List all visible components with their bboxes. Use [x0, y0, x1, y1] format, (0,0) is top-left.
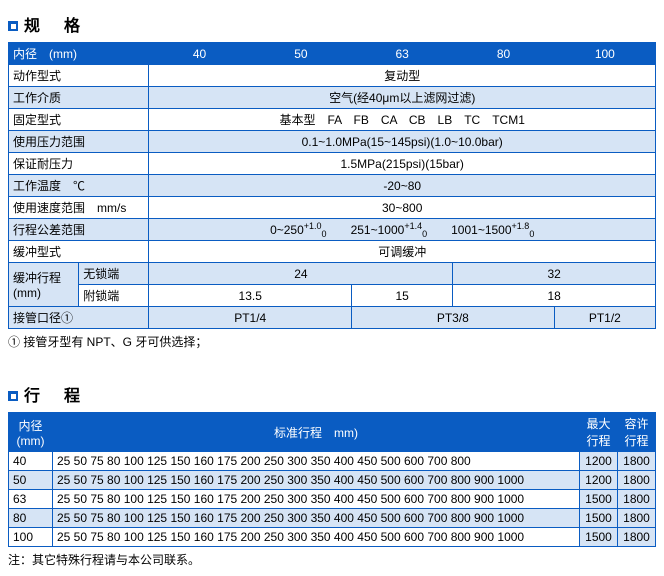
row-mount-val: 基本型 FA FB CA CB LB TC TCM1: [149, 109, 656, 131]
row-temp-val: -20~80: [149, 175, 656, 197]
row-lock-e: 18: [453, 285, 656, 307]
stroke-std: 25 50 75 80 100 125 150 160 175 200 250 …: [53, 490, 580, 509]
stroke-hdr-allow: 容许行程: [618, 413, 656, 452]
row-port-label: 接管口径①: [9, 307, 149, 329]
row-lock-d: 15: [352, 285, 453, 307]
stroke-hdr-bore: 内径(mm): [9, 413, 53, 452]
row-tol-label: 行程公差范围: [9, 219, 149, 241]
stroke-std: 25 50 75 80 100 125 150 160 175 200 250 …: [53, 471, 580, 490]
row-mount-label: 固定型式: [9, 109, 149, 131]
row-lock-c: 13.5: [149, 285, 352, 307]
row-tol-val: 0~250+1.00 251~1000+1.40 1001~1500+1.80: [149, 219, 656, 241]
stroke-note: 注：其它特殊行程请与本公司联系。: [8, 551, 656, 568]
hdr-63: 63: [352, 43, 453, 65]
stroke-row: 4025 50 75 80 100 125 150 160 175 200 25…: [9, 452, 656, 471]
stroke-allow: 1800: [618, 490, 656, 509]
stroke-bore: 100: [9, 528, 53, 547]
stroke-row: 5025 50 75 80 100 125 150 160 175 200 25…: [9, 471, 656, 490]
row-nolock-b: 32: [453, 263, 656, 285]
stroke-table: 内径(mm) 标准行程 mm) 最大行程 容许行程 4025 50 75 80 …: [8, 412, 656, 547]
stroke-std: 25 50 75 80 100 125 150 160 175 200 250 …: [53, 452, 580, 471]
stroke-title: 行 程: [8, 382, 656, 406]
stroke-max: 1200: [580, 471, 618, 490]
row-speed-label: 使用速度范围 mm/s: [9, 197, 149, 219]
row-cushion-label: 缓冲型式: [9, 241, 149, 263]
row-temp-label: 工作温度 ℃: [9, 175, 149, 197]
row-speed-val: 30~800: [149, 197, 656, 219]
stroke-allow: 1800: [618, 509, 656, 528]
row-action-type-val: 复动型: [149, 65, 656, 87]
row-port-v3: PT1/2: [554, 307, 655, 329]
row-cushion-val: 可调缓冲: [149, 241, 656, 263]
hdr-80: 80: [453, 43, 554, 65]
row-cushstroke-label: 缓冲行程(mm): [9, 263, 79, 307]
stroke-allow: 1800: [618, 471, 656, 490]
stroke-bore: 63: [9, 490, 53, 509]
bullet-icon: [8, 391, 18, 401]
row-pressure-label: 使用压力范围: [9, 131, 149, 153]
row-port-v1: PT1/4: [149, 307, 352, 329]
stroke-max: 1500: [580, 490, 618, 509]
stroke-std: 25 50 75 80 100 125 150 160 175 200 250 …: [53, 509, 580, 528]
stroke-bore: 50: [9, 471, 53, 490]
stroke-bore: 80: [9, 509, 53, 528]
row-medium-label: 工作介质: [9, 87, 149, 109]
row-lock-label: 附锁端: [79, 285, 149, 307]
row-pressure-val: 0.1~1.0MPa(15~145psi)(1.0~10.0bar): [149, 131, 656, 153]
bullet-icon: [8, 21, 18, 31]
stroke-row: 10025 50 75 80 100 125 150 160 175 200 2…: [9, 528, 656, 547]
row-nolock-label: 无锁端: [79, 263, 149, 285]
hdr-40: 40: [149, 43, 250, 65]
stroke-max: 1200: [580, 452, 618, 471]
stroke-std: 25 50 75 80 100 125 150 160 175 200 250 …: [53, 528, 580, 547]
stroke-max: 1500: [580, 509, 618, 528]
row-port-v2: PT3/8: [352, 307, 555, 329]
stroke-hdr-std: 标准行程 mm): [53, 413, 580, 452]
row-proof-val: 1.5MPa(215psi)(15bar): [149, 153, 656, 175]
stroke-max: 1500: [580, 528, 618, 547]
stroke-title-text: 行 程: [24, 388, 84, 405]
hdr-bore: 内径 (mm): [9, 43, 149, 65]
row-medium-val: 空气(经40μm以上滤网过滤): [149, 87, 656, 109]
stroke-row: 6325 50 75 80 100 125 150 160 175 200 25…: [9, 490, 656, 509]
stroke-hdr-max: 最大行程: [580, 413, 618, 452]
row-nolock-a: 24: [149, 263, 453, 285]
hdr-50: 50: [250, 43, 351, 65]
stroke-bore: 40: [9, 452, 53, 471]
hdr-100: 100: [554, 43, 655, 65]
stroke-allow: 1800: [618, 452, 656, 471]
spec-title: 规 格: [8, 12, 656, 36]
row-proof-label: 保证耐压力: [9, 153, 149, 175]
spec-table: 内径 (mm) 40 50 63 80 100 动作型式 复动型 工作介质 空气…: [8, 42, 656, 329]
spec-title-text: 规 格: [24, 18, 84, 35]
spec-note: ① 接管牙型有 NPT、G 牙可供选择；: [8, 333, 656, 350]
row-action-type-label: 动作型式: [9, 65, 149, 87]
stroke-row: 8025 50 75 80 100 125 150 160 175 200 25…: [9, 509, 656, 528]
stroke-allow: 1800: [618, 528, 656, 547]
